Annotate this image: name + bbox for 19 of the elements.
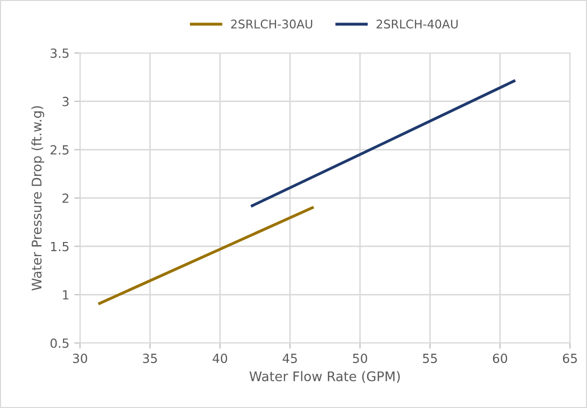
- x-tick-label: 60: [492, 354, 508, 364]
- y-tick-label: 3.5: [50, 48, 68, 58]
- x-axis-title: Water Flow Rate (GPM): [250, 371, 400, 383]
- y-tick-label: 3: [62, 96, 69, 106]
- x-tick-label: 35: [143, 354, 157, 364]
- x-tick-label: 30: [73, 354, 88, 364]
- y-tick-label: 2: [62, 193, 68, 203]
- legend-label: 2SRLCH-30AU: [231, 20, 312, 28]
- y-tick-label: 1: [63, 290, 68, 300]
- y-axis-title: Water Pressure Drop (ft.w.g): [31, 106, 44, 290]
- x-tick-label: 45: [282, 354, 297, 364]
- x-tick-label: 50: [353, 354, 368, 364]
- x-tick-label: 40: [212, 354, 228, 364]
- legend-label: 2SRLCH-40AU: [376, 20, 458, 28]
- x-tick-label: 65: [562, 354, 577, 364]
- x-tick-label: 55: [423, 354, 437, 364]
- y-tick-label: 0.5: [50, 338, 68, 348]
- y-tick-label: 1.5: [51, 242, 68, 252]
- y-tick-label: 2.5: [50, 145, 68, 155]
